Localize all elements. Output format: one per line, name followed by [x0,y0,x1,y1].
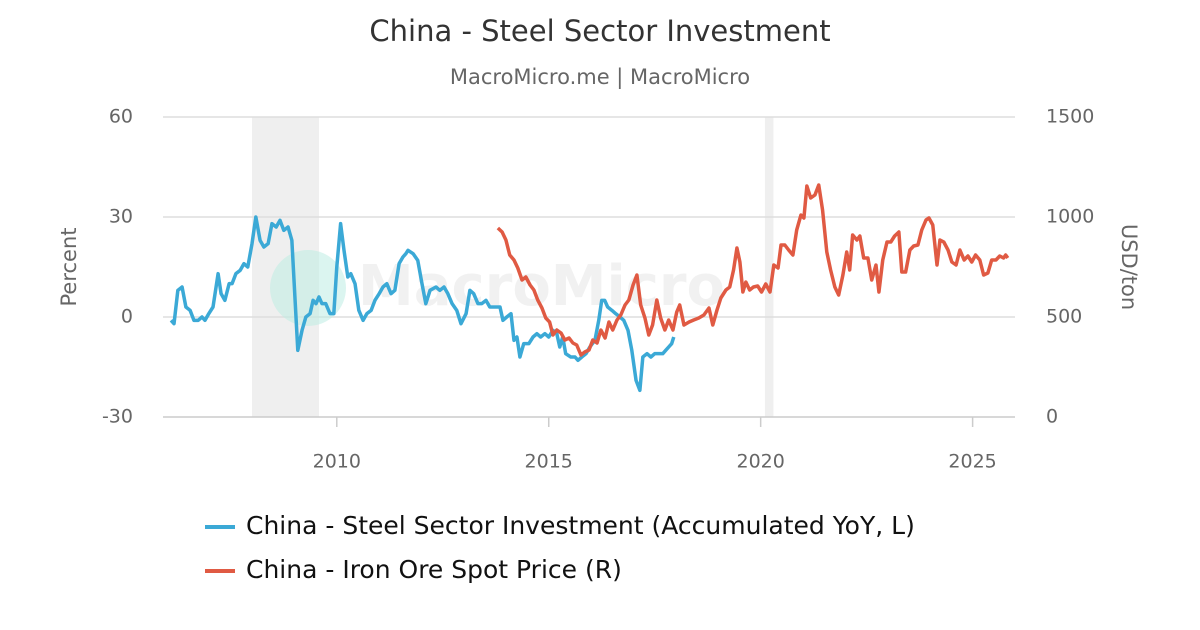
grid: -30 0 30 60 0 500 1000 1500 2010 2015 2020 2025 [102,106,1094,473]
legend-label: China - Iron Ore Spot Price (R) [246,555,622,584]
x-tick-label: 2025 [948,451,996,473]
y2-tick-label: 500 [1046,306,1082,328]
legend: China - Steel Sector Investment (Accumul… [205,511,915,584]
y2-tick-label: 1000 [1046,206,1094,228]
chart-subtitle: MacroMicro.me | MacroMicro [450,65,750,90]
y-tick-label: -30 [102,406,133,428]
y-tick-label: 0 [121,306,133,328]
plot-area [169,183,1010,393]
y2-axis-title: USD/ton [1117,224,1141,310]
x-tick-label: 2010 [313,451,361,473]
y-tick-label: 60 [109,106,133,128]
x-tick-label: 2020 [736,451,784,473]
chart-title: China - Steel Sector Investment [369,14,830,48]
legend-label: China - Steel Sector Investment (Accumul… [246,511,915,540]
shaded-range [764,117,774,417]
series-line [169,215,676,393]
y-axis-title: Percent [57,227,81,306]
y2-tick-label: 0 [1046,406,1058,428]
y2-tick-label: 1500 [1046,106,1094,128]
x-tick-label: 2015 [525,451,573,473]
y-tick-label: 30 [109,206,133,228]
series-line [496,183,1010,357]
